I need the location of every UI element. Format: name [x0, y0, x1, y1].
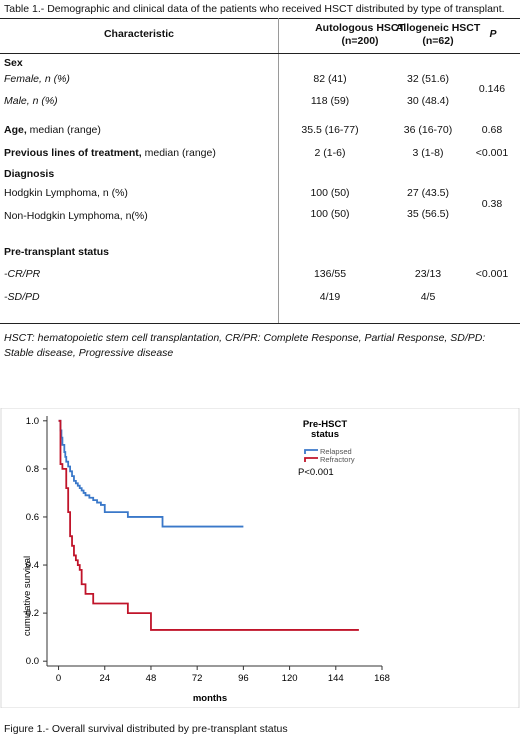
row-age-allogeneic: 36 (16-70): [403, 124, 453, 136]
table-column-divider: [278, 18, 279, 323]
row-previous-lines-label: Previous lines of treatment, median (ran…: [4, 147, 216, 159]
row-age-label-bold: Age,: [4, 124, 27, 136]
table-top-rule: [0, 18, 520, 19]
y-tick-label: 0.4: [26, 560, 39, 571]
row-pre-transplant-p-value: <0.001: [475, 268, 509, 280]
row-sdpd-label: -SD/PD: [4, 291, 40, 303]
legend-swatch-relapsed: [304, 449, 318, 454]
legend-swatch-refractory: [304, 457, 318, 462]
y-tick-label: 0.0: [26, 656, 39, 667]
x-tick-label: 24: [99, 673, 110, 684]
row-pre-transplant-label: Pre-transplant status: [4, 246, 110, 258]
row-non-hodgkin-allogeneic: 35 (56.5): [406, 208, 450, 220]
header-allogeneic-title: Allogeneic HSCT: [395, 22, 481, 34]
row-age-label-rest: median (range): [26, 124, 101, 136]
row-male-autologous: 118 (59): [310, 95, 350, 107]
table-bottom-rule: [0, 323, 520, 324]
header-allogeneic-n: (n=62): [422, 35, 454, 47]
row-previous-lines-p-value: <0.001: [475, 147, 509, 159]
row-hodgkin-label: Hodgkin Lymphoma, n (%): [4, 187, 128, 199]
row-sdpd-autologous: 4/19: [319, 291, 341, 303]
x-tick-label: 168: [374, 673, 390, 684]
x-tick-label: 72: [192, 673, 203, 684]
header-autologous-title: Autologous HSCT: [315, 22, 405, 34]
row-male-allogeneic: 30 (48.4): [406, 95, 450, 107]
row-previous-lines-label-rest: median (range): [141, 147, 216, 159]
y-tick-label: 0.2: [26, 608, 39, 619]
row-hodgkin-allogeneic: 27 (43.5): [406, 187, 450, 199]
legend-label-relapsed: Relapsed: [320, 447, 352, 456]
header-allogeneic: Allogeneic HSCT (n=62): [378, 22, 498, 48]
row-crpr-label: -CR/PR: [4, 268, 41, 280]
chart-series: [58, 419, 359, 631]
x-tick-label: 120: [282, 673, 298, 684]
x-axis-label: months: [193, 693, 227, 704]
x-tick-label: 48: [146, 673, 157, 684]
row-female-allogeneic: 32 (51.6): [406, 73, 450, 85]
row-female-autologous: 82 (41): [313, 73, 347, 85]
header-p-value: P: [489, 28, 497, 40]
survival-chart: 0.0 0.2 0.4 0.6 0.8 1.0 0 24 48 72 96 120 144 168 cum…: [0, 407, 520, 709]
table-footnote: HSCT: hematopoietic stem cell transplant…: [4, 332, 486, 359]
row-sdpd-allogeneic: 4/5: [420, 291, 436, 303]
row-non-hodgkin-autologous: 100 (50): [310, 208, 350, 220]
legend-title: Pre-HSCT status: [303, 419, 348, 440]
survival-curve-refractory: [58, 419, 359, 631]
y-tick-label: 1.0: [26, 416, 39, 427]
row-sex-label: Sex: [4, 57, 23, 69]
row-sex-p-value: 0.146: [478, 83, 506, 95]
row-male-label: Male, n (%): [4, 95, 58, 107]
row-age-autologous: 35.5 (16-77): [301, 124, 359, 136]
figure-frame: [0, 407, 520, 709]
chart-axes: 0.0 0.2 0.4 0.6 0.8 1.0 0 24 48 72 96 120 144 168: [26, 416, 390, 684]
row-previous-lines-allogeneic: 3 (1-8): [412, 147, 444, 159]
row-age-p-value: 0.68: [481, 124, 503, 136]
y-axis-label: cumulative survival: [22, 556, 33, 636]
row-crpr-autologous: 136/55: [313, 268, 347, 280]
row-non-hodgkin-label: Non-Hodgkin Lymphoma, n(%): [4, 210, 148, 222]
survival-curve-relapsed: [58, 419, 244, 528]
header-autologous-n: (n=200): [341, 35, 379, 47]
table-header-rule: [0, 53, 520, 54]
header-autologous: Autologous HSCT (n=200): [300, 22, 420, 48]
row-age-label: Age, median (range): [4, 124, 101, 136]
y-tick-label: 0.8: [26, 464, 39, 475]
y-tick-label: 0.6: [26, 512, 39, 523]
p-value-annotation: P<0.001: [298, 467, 334, 478]
x-tick-label: 144: [328, 673, 344, 684]
row-previous-lines-label-bold: Previous lines of treatment,: [4, 147, 142, 159]
x-tick-label: 96: [238, 673, 249, 684]
row-previous-lines-autologous: 2 (1-6): [314, 147, 346, 159]
x-tick-label: 0: [56, 673, 61, 684]
legend-label-refractory: Refractory: [320, 455, 355, 464]
row-diagnosis-label: Diagnosis: [4, 168, 55, 180]
survival-figure: 0.0 0.2 0.4 0.6 0.8 1.0 0 24 48 72 96 120 144 168 cum…: [0, 407, 520, 709]
row-diagnosis-p-value: 0.38: [481, 198, 503, 210]
row-crpr-allogeneic: 23/13: [414, 268, 442, 280]
table-caption: Table 1.- Demographic and clinical data …: [4, 3, 505, 15]
demographics-table: Characteristic Autologous HSCT (n=200) A…: [0, 18, 520, 340]
row-female-label: Female, n (%): [4, 73, 70, 85]
row-hodgkin-autologous: 100 (50): [310, 187, 350, 199]
header-characteristic: Characteristic: [103, 28, 175, 40]
figure-caption: Figure 1.- Overall survival distributed …: [4, 723, 288, 735]
